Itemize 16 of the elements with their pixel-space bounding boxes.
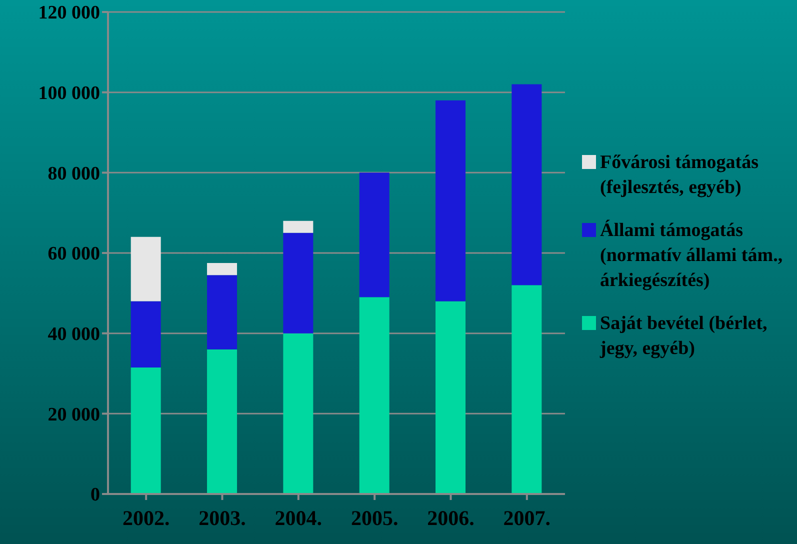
x-tick-label: 2002. bbox=[122, 506, 170, 530]
y-tick-label: 0 bbox=[90, 484, 100, 506]
legend-label: Saját bevétel (bérlet, jegy, egyéb) bbox=[600, 312, 768, 361]
y-tick-label: 80 000 bbox=[48, 163, 100, 184]
x-tick-label: 2005. bbox=[350, 506, 398, 530]
y-tick-label: 120 000 bbox=[38, 2, 100, 24]
y-tick-label: 60 000 bbox=[48, 244, 100, 265]
x-tick-label: 2006. bbox=[427, 506, 474, 530]
x-tick-label: 2004. bbox=[274, 506, 322, 530]
y-tick-label: 20 000 bbox=[48, 404, 100, 426]
x-tick-label: 2007. bbox=[503, 506, 551, 530]
y-tick-label: 40 000 bbox=[48, 324, 100, 346]
y-tick-label: 100 000 bbox=[38, 83, 100, 104]
x-tick-label: 2003. bbox=[198, 506, 246, 530]
legend-label: Állami támogatás (normatív állami tám., árkiegészítés) bbox=[600, 218, 784, 293]
legend-label: Fővárosi támogatás (fejlesztés, egyéb) bbox=[600, 151, 760, 200]
